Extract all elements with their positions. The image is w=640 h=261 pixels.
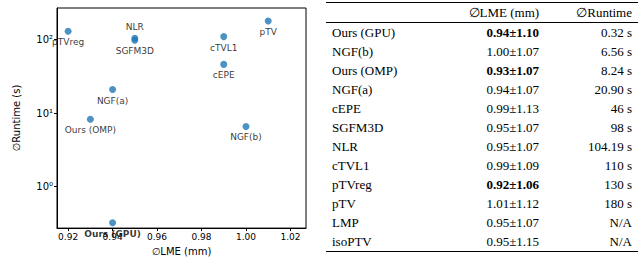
html-text:SGFM3D: SGFM3D <box>332 120 384 135</box>
html-text:isoPTV: isoPTV <box>332 234 372 249</box>
html-text:Ours (GPU): Ours (GPU) <box>332 25 396 40</box>
svg-text:10¹: 10¹ <box>36 108 53 119</box>
html-text:NLR: NLR <box>332 139 358 154</box>
svg-text:∅Runtime (s): ∅Runtime (s) <box>11 85 22 152</box>
svg-text:1.00: 1.00 <box>236 232 256 242</box>
html-text:1.00±1.07: 1.00±1.07 <box>486 44 540 59</box>
svg-text:pTVreg: pTVreg <box>52 37 84 47</box>
html-text:1.01±1.12: 1.01±1.12 <box>486 196 540 211</box>
html-text:180 s: 180 s <box>604 196 632 211</box>
html-text:LMP: LMP <box>332 215 359 230</box>
html-text:0.99±1.13: 0.99±1.13 <box>486 101 540 116</box>
html-text:6.56 s: 6.56 s <box>600 44 632 59</box>
html-text:98 s: 98 s <box>610 120 632 135</box>
svg-text:cEPE: cEPE <box>213 70 235 80</box>
svg-text:1.02: 1.02 <box>280 232 300 242</box>
html-text:0.99±1.09: 0.99±1.09 <box>486 158 540 173</box>
html-text:cTVL1: cTVL1 <box>332 158 370 173</box>
svg-text:NGF(b): NGF(b) <box>230 132 262 142</box>
html-text:130 s: 130 s <box>604 177 632 192</box>
svg-text:cTVL1: cTVL1 <box>210 43 237 53</box>
html-text:0.94±1.10: 0.94±1.10 <box>486 25 540 40</box>
html-text:110 s: 110 s <box>604 158 632 173</box>
html-text:Ours (OMP): Ours (OMP) <box>332 63 398 78</box>
html-text:46 s: 46 s <box>610 101 632 116</box>
html-text:0.93±1.07: 0.93±1.07 <box>486 63 540 78</box>
svg-text:0.98: 0.98 <box>191 232 211 242</box>
html-text:0.95±1.15: 0.95±1.15 <box>486 234 540 249</box>
html-text:0.32 s: 0.32 s <box>600 25 632 40</box>
svg-text:Ours (GPU): Ours (GPU) <box>84 229 141 239</box>
html-text:N/A: N/A <box>609 215 632 230</box>
html-text:∅Runtime: ∅Runtime <box>576 5 632 20</box>
html-text:NGF(a): NGF(a) <box>332 82 373 97</box>
html-text:N/A: N/A <box>609 234 632 249</box>
svg-text:10²: 10² <box>36 34 53 45</box>
svg-text:0.92: 0.92 <box>58 232 78 242</box>
svg-text:Ours (OMP): Ours (OMP) <box>65 125 116 135</box>
svg-text:∅LME (mm): ∅LME (mm) <box>152 246 212 257</box>
svg-text:NGF(a): NGF(a) <box>97 96 128 106</box>
html-text:20.90 s: 20.90 s <box>594 82 632 97</box>
svg-text:0.96: 0.96 <box>147 232 167 242</box>
html-text:cEPE: cEPE <box>332 101 361 116</box>
svg-text:10⁰: 10⁰ <box>36 181 53 192</box>
html-text:pTVreg: pTVreg <box>332 177 372 192</box>
html-text:0.95±1.07: 0.95±1.07 <box>486 139 540 154</box>
html-text:0.92±1.06: 0.92±1.06 <box>486 177 540 192</box>
html-text:0.95±1.07: 0.95±1.07 <box>486 120 540 135</box>
html-text:0.94±1.07: 0.94±1.07 <box>486 82 540 97</box>
svg-text:NLR: NLR <box>126 22 144 32</box>
svg-text:SGFM3D: SGFM3D <box>116 46 154 56</box>
svg-text:pTV: pTV <box>260 27 278 37</box>
html-text:∅LME (mm): ∅LME (mm) <box>468 5 540 20</box>
html-text:pTV: pTV <box>332 196 356 211</box>
html-text:NGF(b): NGF(b) <box>332 44 374 59</box>
html-text:8.24 s: 8.24 s <box>600 63 632 78</box>
html-text:104.19 s: 104.19 s <box>587 139 632 154</box>
html-text:0.95±1.07: 0.95±1.07 <box>486 215 540 230</box>
